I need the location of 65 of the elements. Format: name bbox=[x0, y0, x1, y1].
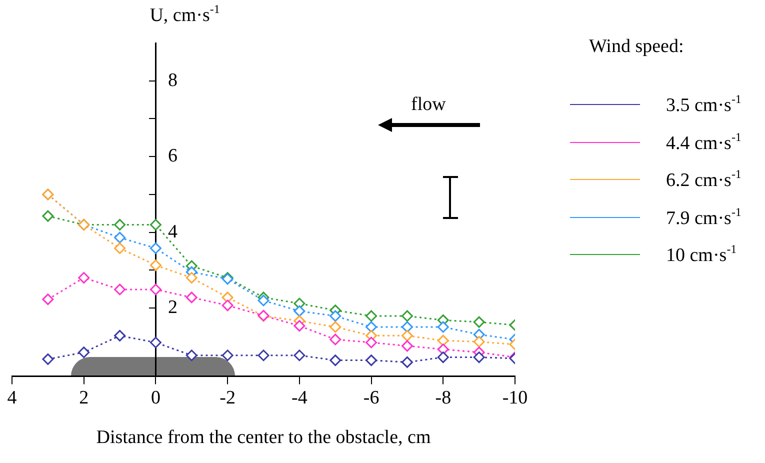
point bbox=[150, 242, 162, 254]
point bbox=[150, 218, 162, 230]
point bbox=[330, 310, 342, 322]
point bbox=[294, 320, 306, 332]
x-tick-label: -8 bbox=[435, 388, 452, 409]
point bbox=[473, 336, 485, 348]
point bbox=[186, 292, 198, 304]
x-tick-label: -4 bbox=[292, 388, 308, 409]
point bbox=[401, 340, 413, 352]
x-tick-label: 2 bbox=[79, 388, 89, 409]
legend-label: 10 cm·s$^{-1}$ bbox=[666, 242, 737, 268]
x-axis-title: Distance from the center to the obstacle, cm bbox=[96, 427, 431, 449]
point bbox=[114, 330, 126, 342]
point bbox=[401, 310, 413, 322]
point bbox=[366, 321, 378, 333]
point bbox=[42, 210, 54, 222]
point bbox=[42, 294, 54, 306]
legend-label: 7.9 cm·s$^{-1}$ bbox=[666, 204, 742, 230]
point bbox=[114, 284, 126, 296]
y-tick-label: 6 bbox=[168, 146, 178, 167]
point bbox=[473, 352, 485, 364]
point bbox=[294, 305, 306, 317]
point bbox=[330, 321, 342, 333]
point bbox=[150, 260, 162, 272]
point bbox=[186, 272, 198, 284]
x-tick-label: -2 bbox=[220, 388, 236, 409]
legend-label: 3.5 cm·s$^{-1}$ bbox=[666, 92, 742, 118]
point bbox=[186, 350, 198, 362]
point bbox=[222, 350, 234, 362]
legend-label: 6.2 cm·s$^{-1}$ bbox=[666, 167, 742, 192]
y-tick-label: 4 bbox=[168, 221, 178, 242]
x-tick-label: -10 bbox=[502, 388, 528, 409]
point bbox=[401, 330, 413, 342]
y-tick-label: 2 bbox=[168, 297, 178, 318]
point bbox=[366, 310, 378, 322]
x-tick-label: 0 bbox=[150, 388, 160, 409]
point bbox=[401, 356, 413, 368]
point bbox=[42, 353, 54, 365]
point bbox=[401, 321, 413, 333]
point bbox=[258, 350, 270, 362]
point bbox=[114, 232, 126, 244]
point bbox=[78, 346, 90, 358]
point bbox=[114, 242, 126, 254]
point bbox=[222, 300, 234, 312]
point bbox=[294, 350, 306, 362]
legend-label: 4.4 cm·s$^{-1}$ bbox=[666, 130, 742, 155]
y-axis-title: U, cm·s$^{-1}$ bbox=[150, 2, 220, 27]
point bbox=[366, 336, 378, 348]
point bbox=[330, 354, 342, 366]
point bbox=[114, 218, 126, 230]
x-tick-label: 4 bbox=[7, 388, 18, 409]
point bbox=[437, 352, 449, 364]
point bbox=[437, 334, 449, 346]
point bbox=[150, 336, 162, 348]
point bbox=[150, 284, 162, 296]
point bbox=[473, 316, 485, 328]
annotation: flow bbox=[411, 94, 446, 116]
x-tick-label: -6 bbox=[363, 388, 380, 409]
point bbox=[78, 272, 90, 284]
legend-title: Wind speed: bbox=[589, 36, 685, 59]
point bbox=[437, 321, 449, 333]
point bbox=[330, 334, 342, 346]
y-tick-label: 8 bbox=[168, 70, 178, 91]
point bbox=[366, 354, 378, 366]
point bbox=[258, 294, 270, 306]
